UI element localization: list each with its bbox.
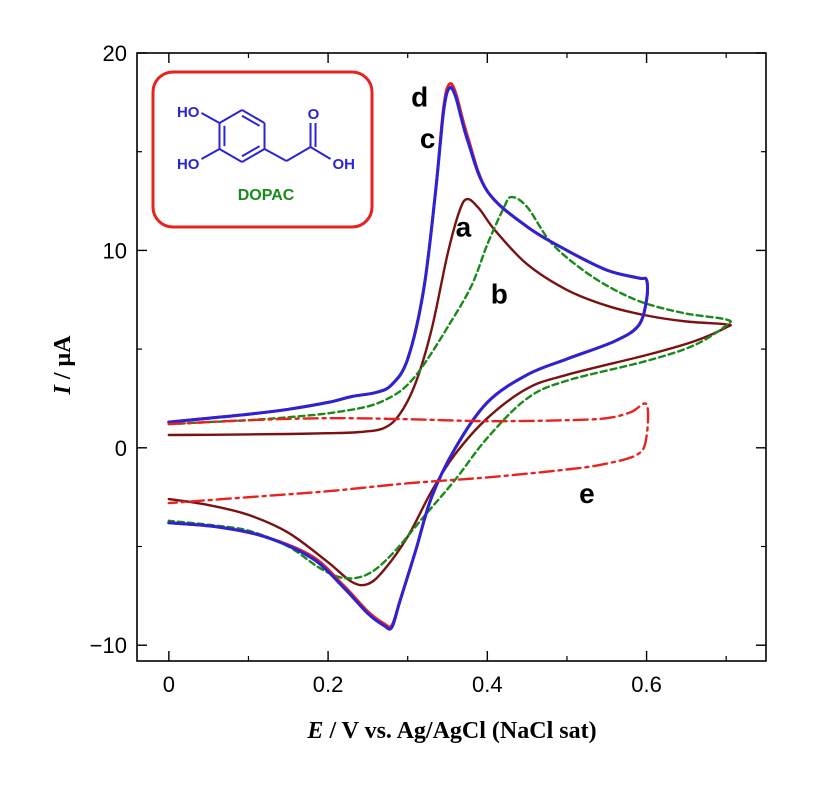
curve-label-layer: a b cd e [411,81,595,509]
acid-oh-label: OH [333,156,356,173]
x-tick-label: 0 [163,672,175,697]
carboxyl-bond [286,146,312,162]
y-tick-label: 0 [115,436,127,461]
series-layer [167,82,732,631]
y-tick-label: 20 [103,41,127,66]
series-line-b [167,195,732,580]
curve-label-c: c [420,123,436,154]
ho-top-label: HO [177,104,200,121]
y-axis-title-text: / μA [50,335,76,385]
x-axis-title-text: / V vs. Ag/AgCl (NaCl sat) [323,718,596,744]
ring-bond [218,109,243,124]
x-tick-label: 0.6 [631,672,662,697]
x-tick-label: 0.4 [472,672,503,697]
ring-double-bond [241,145,261,158]
x-axis-title-italic: E [306,718,323,744]
molecule-name: DOPAC [238,187,295,204]
curve-label-e: e [579,478,595,509]
hydroxyl-bond [310,146,332,160]
ring-double-bond [241,114,261,127]
oh-bond-bottom [200,148,220,160]
oh-bond-top [200,112,220,124]
ch2-bond [264,148,287,162]
axis-layer: 0 0.2 0.4 0.6 −10 0 10 20 [90,41,767,697]
series-line-a [167,197,732,587]
x-tick-label: 0.2 [313,672,344,697]
ring-bond [241,109,266,124]
curve-label-a: a [456,212,472,243]
y-axis-title: I / μA [50,335,76,396]
x-axis-title: E / V vs. Ag/AgCl (NaCl sat) [306,718,596,744]
ho-bottom-label: HO [177,156,200,173]
curve-label-b: b [491,279,508,310]
ring-bond [218,148,243,163]
ring-bond [241,148,266,163]
y-axis-title-italic: I [50,383,76,395]
carbonyl-o-label: O [308,106,320,123]
series-line-d [167,85,650,631]
series-line-e [167,402,650,505]
y-tick-label: −10 [90,633,127,658]
plot-frame [136,52,767,662]
y-tick-label: 10 [103,238,127,263]
curve-label-d: d [411,81,428,112]
molecule-inset: HO HO O OH DOPAC [151,70,374,229]
